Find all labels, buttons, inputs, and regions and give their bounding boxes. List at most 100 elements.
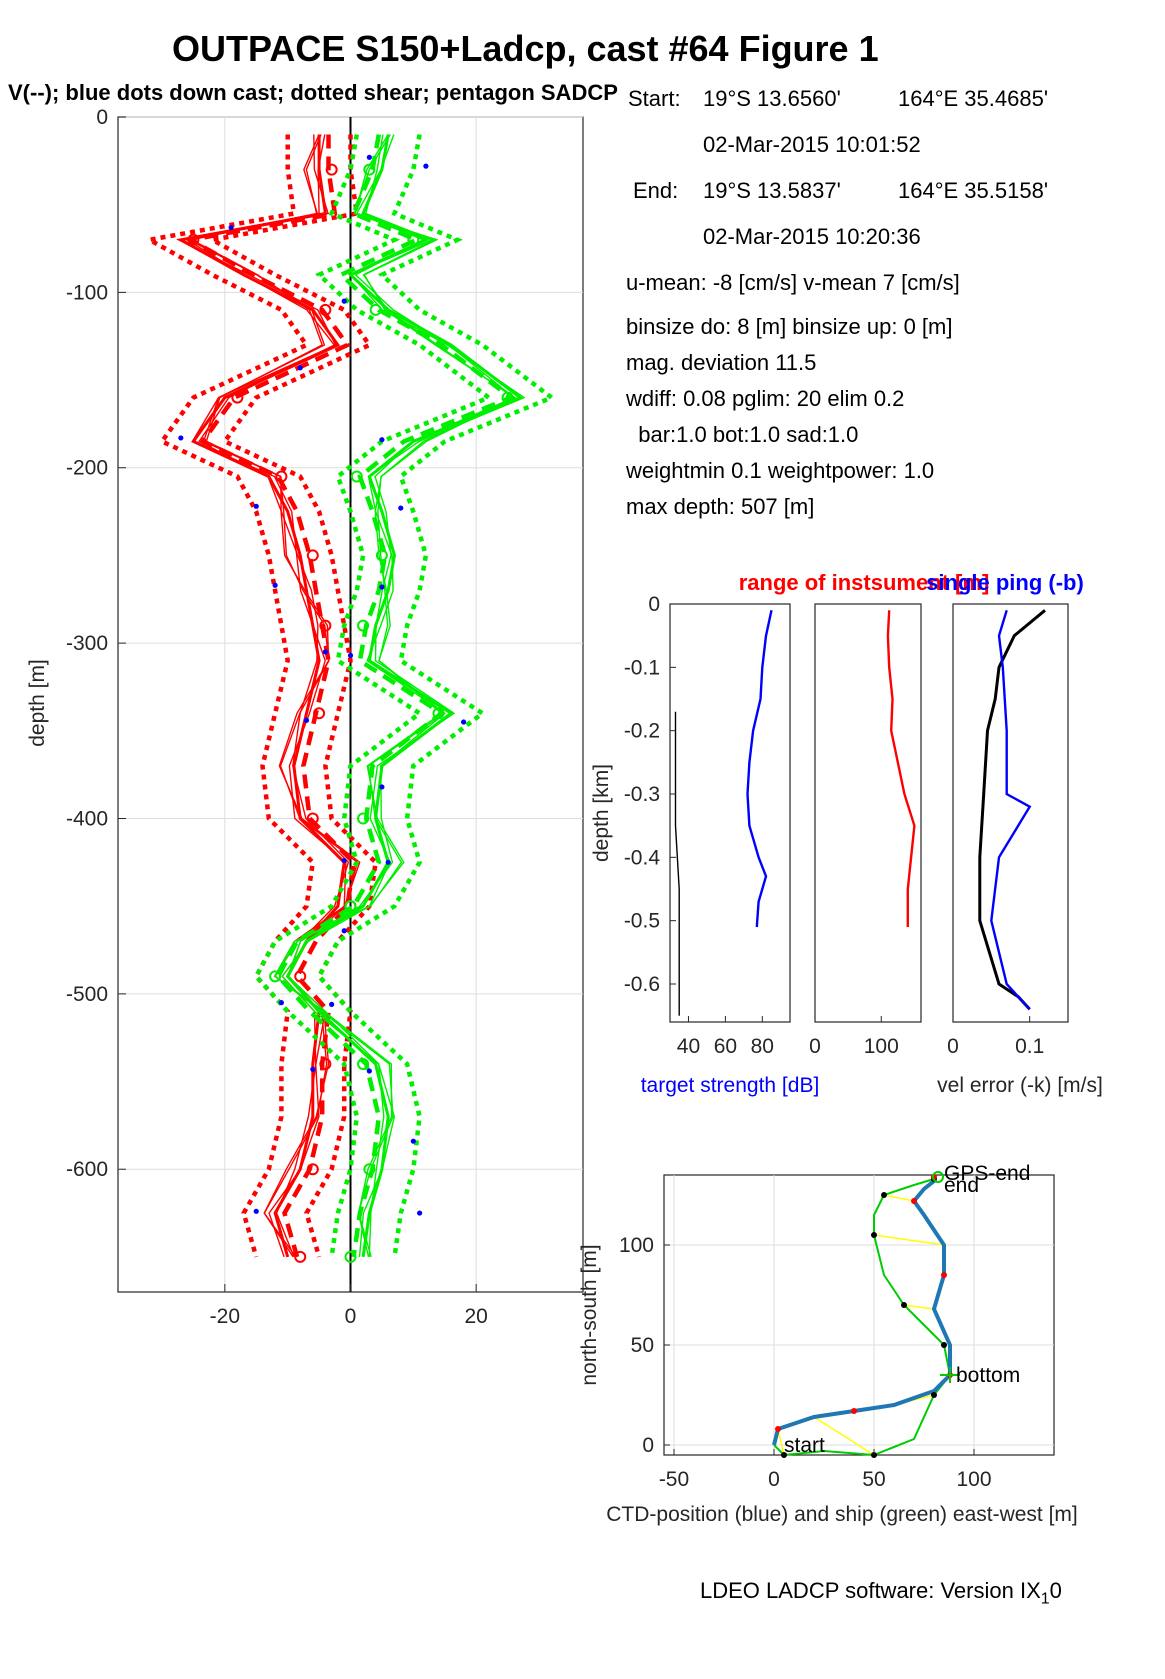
- velerr-frame: [952, 603, 1069, 1023]
- ctd-track: [772, 1177, 952, 1446]
- profile-u-star-marker: [187, 233, 200, 246]
- downcast-dot: [398, 505, 404, 511]
- profile-v-star-marker: [357, 619, 370, 632]
- velocity-ytick-label: -600: [66, 1158, 108, 1181]
- velocity-xtick-label: 0: [345, 1305, 357, 1328]
- downcast-dot: [366, 154, 372, 160]
- profile-u-star-marker: [306, 549, 319, 562]
- downcast-dot: [178, 435, 184, 441]
- figure-title: OUTPACE S150+Ladcp, cast #64 Figure 1: [172, 28, 879, 69]
- velocity-ytick-label: -500: [66, 983, 108, 1006]
- downcast-dot: [410, 1138, 416, 1144]
- profile-u-dashed: [183, 134, 356, 1258]
- ctd-fix-dot: [851, 1408, 857, 1414]
- ship-fix-dot: [931, 1392, 937, 1398]
- downcast-dot: [272, 582, 278, 588]
- target-strength-xtick-label: 60: [714, 1035, 737, 1058]
- profile-u-star-marker: [325, 163, 338, 176]
- downcast-dot: [303, 717, 310, 723]
- velerr-xtick-label: 0: [947, 1035, 959, 1058]
- velocity-ytick-label: -300: [66, 632, 108, 655]
- track-ylabel: north-south [m]: [578, 1244, 601, 1385]
- downcast-dot: [297, 365, 303, 371]
- track-xtick-label: 50: [862, 1468, 885, 1491]
- ship-fix-dot: [941, 1342, 947, 1348]
- profile-u-star-marker: [319, 619, 332, 632]
- downcast-dot: [423, 163, 429, 169]
- target-strength-series-range: [674, 711, 680, 1016]
- track-label-end: end: [944, 1174, 979, 1197]
- track-link: [873, 1234, 945, 1246]
- ctd-fix-dot: [775, 1426, 781, 1432]
- downcast-dot: [310, 1066, 316, 1072]
- target-strength-ytick-label: -0.3: [624, 783, 660, 806]
- downcast-dot: [385, 859, 391, 865]
- target-strength-ytick-label: -0.1: [624, 656, 660, 679]
- target-strength-ytick-label: -0.6: [624, 973, 660, 996]
- downcast-dot: [341, 928, 347, 934]
- track-link: [777, 1428, 785, 1456]
- velocity-xtick-label: -20: [210, 1305, 240, 1328]
- profile-u-star-marker: [294, 1250, 307, 1263]
- downcast-dot: [253, 503, 259, 509]
- start-lat: 19°S 13.6560': [703, 86, 841, 111]
- ship-fix-dot: [871, 1232, 877, 1238]
- profile-u-star-marker: [319, 303, 332, 316]
- downcast-dot: [228, 224, 234, 231]
- weightmin: weightmin 0.1 weightpower: 1.0: [626, 458, 935, 483]
- profile-u-star-marker: [306, 1163, 319, 1176]
- profile-v-star-marker: [363, 1163, 376, 1176]
- downcast-dot: [461, 719, 467, 725]
- profile-v-mean: [285, 134, 524, 1258]
- profile-u-star-marker: [313, 707, 326, 720]
- profile-v-dashed: [275, 134, 516, 1258]
- gps-end-marker: [932, 1171, 944, 1183]
- downcast-dot: [347, 652, 354, 658]
- end-time: 02-Mar-2015 10:20:36: [703, 224, 921, 249]
- target-strength-ylabel: depth [km]: [590, 764, 613, 862]
- downcast-dot: [341, 298, 347, 304]
- track-xlabel: CTD-position (blue) and ship (green) eas…: [606, 1503, 1078, 1526]
- profile-v-star-marker: [375, 549, 388, 562]
- track-link: [813, 1416, 875, 1456]
- end-lon: 164°E 35.5158': [898, 178, 1049, 203]
- profile-u-star-marker: [306, 812, 319, 825]
- ship-track: [773, 1178, 952, 1457]
- range-frame: [814, 603, 922, 1023]
- ctd-fix-dot: [911, 1198, 917, 1204]
- profile-u-star-marker: [231, 391, 244, 404]
- profile-v-star-marker: [344, 1250, 357, 1263]
- profile-v-star-marker: [501, 391, 514, 404]
- track-plot-frame: [663, 1174, 1055, 1456]
- mag-deviation: mag. deviation 11.5: [626, 350, 817, 375]
- figure-subtitle: V(--); blue dots down cast; dotted shear…: [8, 80, 618, 105]
- profile-u-shear-envelope: [142, 134, 316, 1258]
- target-strength-ytick-label: 0: [648, 593, 660, 616]
- target-strength-ytick-label: -0.4: [624, 846, 661, 869]
- profile-v-star-marker: [357, 812, 370, 825]
- profile-v-star-marker: [344, 900, 357, 913]
- end-lat: 19°S 13.5837': [703, 178, 841, 203]
- end-label: End:: [633, 178, 679, 203]
- downcast-dot: [278, 1000, 284, 1006]
- profile-v-star-marker: [432, 707, 445, 720]
- max-depth: max depth: 507 [m]: [626, 494, 815, 519]
- profile-v-star-marker: [350, 470, 363, 483]
- track-xtick-label: 0: [768, 1468, 780, 1491]
- target-strength-series-target-strength: [746, 610, 773, 928]
- ship-fix-dot: [881, 1192, 887, 1198]
- profile-v-shear-envelope: [316, 134, 557, 1258]
- velocity-ylabel: depth [m]: [26, 659, 49, 747]
- target-strength-ytick-label: -0.2: [624, 720, 660, 743]
- velerr-series-vel-error: [978, 609, 1046, 1011]
- downcast-dot: [379, 784, 385, 790]
- start-time: 02-Mar-2015 10:01:52: [703, 132, 921, 157]
- downcast-dot: [366, 1068, 372, 1074]
- wdiff: wdiff: 0.08 pglim: 20 elim 0.2: [626, 386, 905, 411]
- profile-v-star-marker: [407, 233, 420, 246]
- software-version-text: LDEO LADCP software: Version IX: [700, 1578, 1041, 1603]
- track-ytick-label: 100: [619, 1234, 654, 1257]
- target-strength-xtick-label: 40: [677, 1035, 700, 1058]
- profile-v-star-marker: [357, 1058, 370, 1071]
